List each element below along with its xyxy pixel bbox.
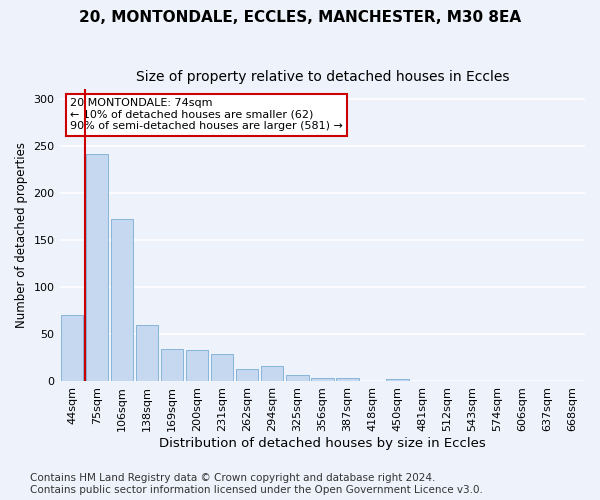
X-axis label: Distribution of detached houses by size in Eccles: Distribution of detached houses by size … bbox=[159, 437, 485, 450]
Text: 20 MONTONDALE: 74sqm
← 10% of detached houses are smaller (62)
90% of semi-detac: 20 MONTONDALE: 74sqm ← 10% of detached h… bbox=[70, 98, 343, 132]
Bar bbox=[136, 325, 158, 382]
Bar bbox=[86, 154, 109, 382]
Title: Size of property relative to detached houses in Eccles: Size of property relative to detached ho… bbox=[136, 70, 509, 84]
Bar bbox=[386, 378, 409, 382]
Bar bbox=[111, 220, 133, 382]
Bar bbox=[261, 366, 283, 382]
Bar bbox=[236, 369, 259, 382]
Bar bbox=[61, 314, 83, 382]
Y-axis label: Number of detached properties: Number of detached properties bbox=[15, 142, 28, 328]
Bar bbox=[186, 350, 208, 382]
Bar bbox=[536, 380, 559, 382]
Bar bbox=[311, 378, 334, 382]
Bar bbox=[161, 350, 184, 382]
Bar bbox=[211, 354, 233, 382]
Bar bbox=[286, 375, 308, 382]
Text: Contains HM Land Registry data © Crown copyright and database right 2024.
Contai: Contains HM Land Registry data © Crown c… bbox=[30, 474, 483, 495]
Bar bbox=[336, 378, 359, 382]
Text: 20, MONTONDALE, ECCLES, MANCHESTER, M30 8EA: 20, MONTONDALE, ECCLES, MANCHESTER, M30 … bbox=[79, 10, 521, 25]
